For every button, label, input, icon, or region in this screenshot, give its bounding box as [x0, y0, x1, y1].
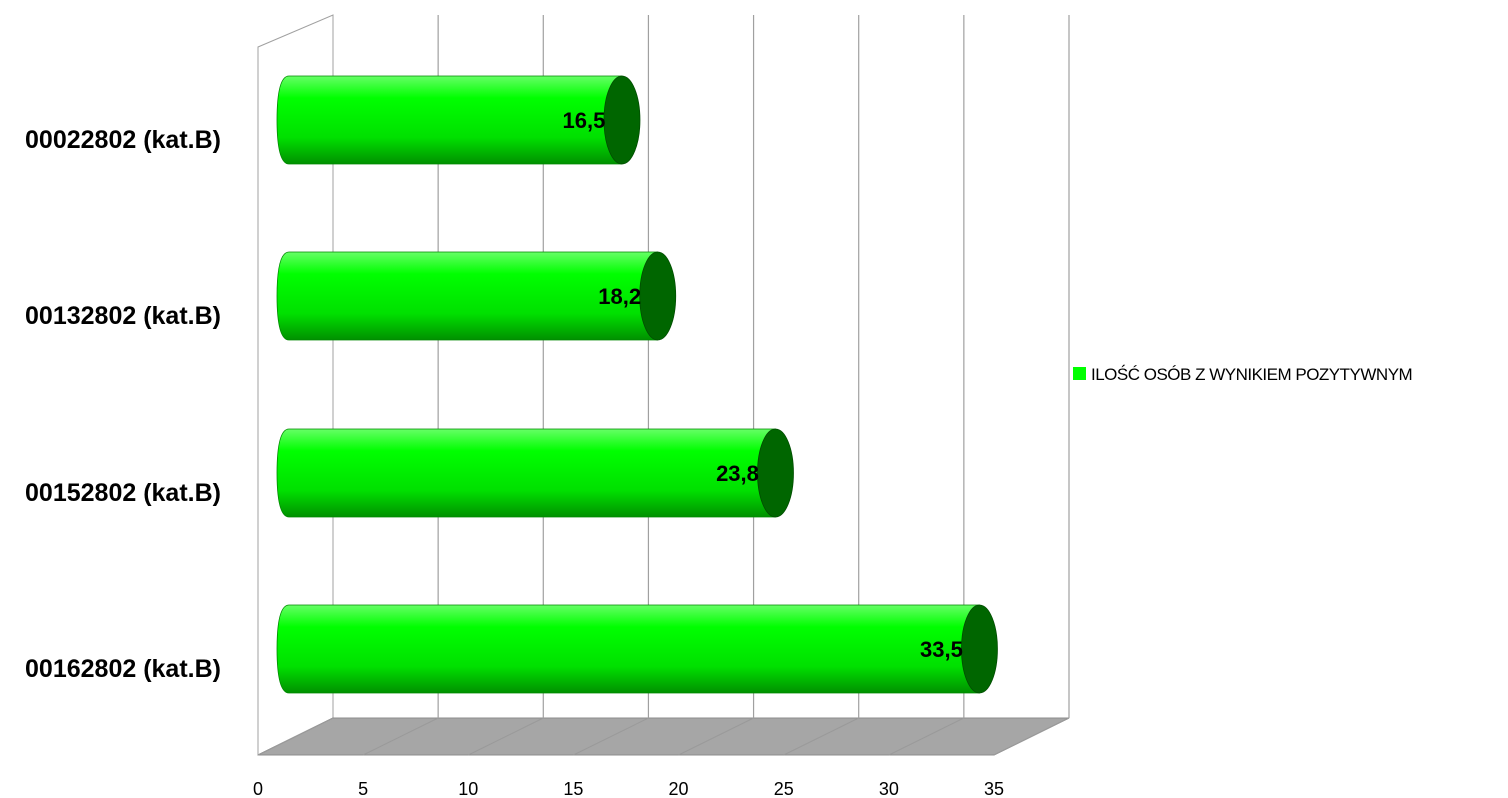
- category-label: 00132802 (kat.B): [25, 302, 221, 330]
- bar-cap: [640, 252, 676, 340]
- legend-swatch: [1073, 367, 1086, 380]
- category-label: 00152802 (kat.B): [25, 479, 221, 507]
- x-tick-label: 0: [253, 779, 263, 798]
- category-label: 00162802 (kat.B): [25, 655, 221, 683]
- x-tick-label: 30: [879, 779, 899, 798]
- data-label: 18,2: [598, 284, 641, 309]
- bar-cap: [604, 76, 640, 164]
- legend-label: ILOŚĆ OSÓB Z WYNIKIEM POZYTYWNYM: [1091, 365, 1412, 384]
- x-tick-label: 5: [358, 779, 368, 798]
- x-axis-tick-labels: 0 5 10 15 20 25 30 35: [253, 779, 1004, 798]
- bar-cap: [961, 605, 997, 693]
- x-tick-label: 15: [563, 779, 583, 798]
- x-tick-label: 20: [669, 779, 689, 798]
- legend: ILOŚĆ OSÓB Z WYNIKIEM POZYTYWNYM: [1073, 365, 1412, 384]
- data-label: 16,5: [563, 108, 606, 133]
- category-labels: 00022802 (kat.B) 00132802 (kat.B) 00152802…: [25, 126, 221, 683]
- x-tick-label: 10: [458, 779, 478, 798]
- bar: 33,5: [277, 605, 997, 693]
- bar-body: [277, 429, 775, 517]
- x-tick-label: 25: [774, 779, 794, 798]
- data-label: 23,8: [716, 461, 759, 486]
- bar-cap: [757, 429, 793, 517]
- bar: 18,2: [277, 252, 676, 340]
- x-tick-label: 35: [984, 779, 1004, 798]
- category-label: 00022802 (kat.B): [25, 126, 221, 154]
- bar: 16,5: [277, 76, 640, 164]
- data-label: 33,5: [920, 637, 963, 662]
- bar: 23,8: [277, 429, 793, 517]
- bar-body: [277, 605, 979, 693]
- floor: [258, 718, 1069, 755]
- bars: 16,5 18,2 23,8 33,5: [277, 76, 997, 693]
